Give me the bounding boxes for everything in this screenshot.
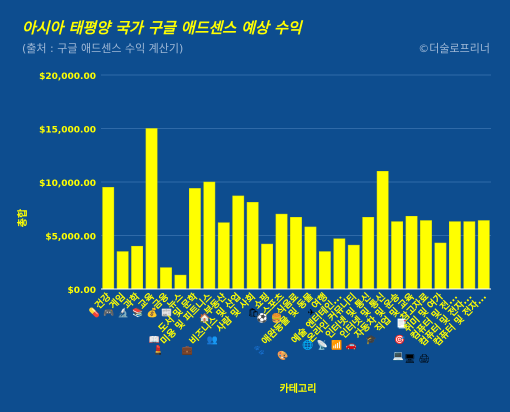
y-axis-label: 총합: [16, 208, 29, 227]
category-icon: 💰: [147, 307, 158, 319]
category-icon: 🎯: [394, 334, 405, 345]
y-tick-label: $20,000.00: [39, 72, 96, 82]
chart-subtitle: (출처 : 구글 애드센스 수익 계산기): [22, 42, 183, 55]
category-icon: 📰: [161, 308, 172, 319]
category-icon: 🔬: [118, 307, 129, 319]
bar: [362, 217, 375, 290]
bar: [434, 242, 447, 290]
bar: [232, 195, 245, 290]
bar: [203, 181, 216, 290]
bar: [174, 274, 187, 290]
category-icon: 👥: [207, 335, 218, 345]
chart-credit: ©더술로프리너: [418, 42, 490, 55]
bar: [160, 267, 172, 290]
category-icon: 🖥: [404, 354, 415, 365]
y-tick-label: $15,000.00: [39, 126, 96, 136]
bar: [477, 220, 490, 290]
category-icon: 🛍: [248, 308, 259, 319]
category-icon: 🍔: [271, 312, 282, 324]
bar: [420, 220, 432, 290]
bar: [189, 188, 201, 290]
bar: [246, 202, 259, 290]
category-icon: 🎓: [366, 334, 377, 345]
bar: [449, 221, 461, 290]
bar: [217, 222, 230, 290]
bar: [347, 244, 360, 290]
category-icon: 📶: [331, 339, 342, 351]
bar: [145, 128, 158, 290]
bar: [116, 251, 129, 290]
bar: [376, 171, 389, 290]
bars: [102, 128, 490, 290]
category-icon: 📡: [317, 339, 328, 351]
category-icon: ✈: [307, 309, 315, 319]
bar: [333, 238, 346, 290]
bar: [463, 221, 476, 290]
category-icon: 💼: [182, 345, 193, 356]
bar: [131, 245, 143, 290]
category-icon: 💄: [153, 344, 164, 356]
y-tick-label: $0.00: [68, 286, 96, 296]
bar: [319, 251, 331, 290]
x-axis-label: 카테고리: [280, 382, 317, 395]
category-icon: 🐾: [254, 345, 265, 356]
bar: [275, 213, 288, 290]
bar: [290, 217, 302, 290]
category-icon: 📖: [149, 335, 160, 345]
y-axis-ticks: $0.00 $5,000.00 $10,000.00 $15,000.00 $20,00…: [39, 72, 96, 296]
category-icon: 🖨: [418, 354, 429, 365]
category-icon: 🎨: [277, 349, 288, 361]
category-icon: 🚗: [346, 341, 357, 351]
bar: [304, 226, 317, 290]
category-icon: 📑: [396, 317, 407, 329]
y-tick-label: $10,000.00: [39, 179, 96, 189]
category-icon: 🌐: [302, 339, 313, 351]
category-icon: 🏠: [199, 313, 210, 324]
category-icon: 📚: [132, 308, 143, 319]
category-icon: 💊: [89, 307, 100, 319]
bar: [405, 215, 418, 290]
y-tick-label: $5,000.00: [45, 233, 96, 243]
x-axis-ticks: 건강💊게임🎮과학🔬교육📚금융💰뉴스📰도서 및 문학📖미용 및 피트니스💄부동산🏠…: [89, 290, 489, 364]
category-icon: ⚽: [256, 312, 268, 324]
category-icon: 💻: [393, 351, 404, 361]
bar: [261, 243, 273, 290]
grid-lines: [101, 74, 491, 236]
chart-title: 아시아 태평양 국가 구글 애드센스 예상 수익: [22, 19, 304, 37]
bar: [102, 187, 115, 290]
category-icon: 🎮: [103, 309, 114, 319]
bar: [391, 221, 403, 290]
